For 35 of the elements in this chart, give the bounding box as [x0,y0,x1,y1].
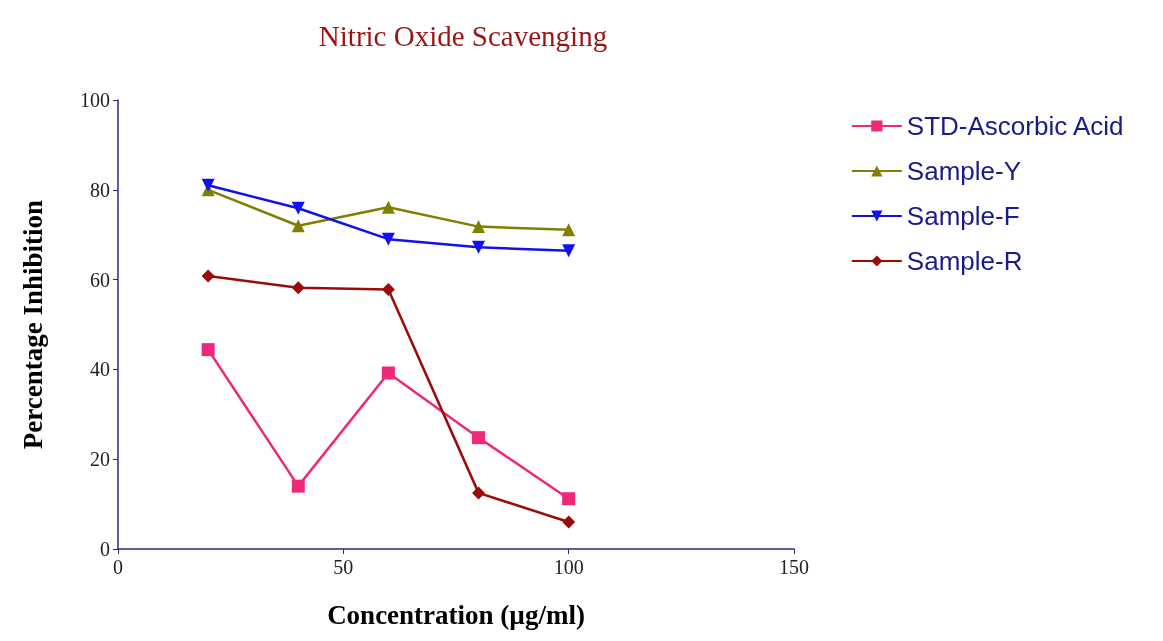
point [472,240,486,254]
legend-label: Sample-Y [906,156,1021,186]
legend-label: STD-Ascorbic Acid [906,111,1124,141]
x-tick-label: 50 [333,556,354,578]
legend-label: Sample-R [906,246,1023,276]
point [291,281,305,295]
point [291,479,305,493]
point [562,515,576,529]
point [472,486,486,500]
point [381,200,395,214]
y-tick-label: 80 [90,178,110,201]
y-tick-label: 100 [80,89,110,111]
x-tick-label: 150 [779,556,809,578]
point [381,232,395,246]
point [291,201,305,215]
y-tick-label: 0 [100,538,110,560]
point [562,223,576,237]
x-axis-title: Concentration (µg/ml) [327,599,585,630]
y-tick-label: 40 [90,358,110,381]
point [472,431,486,445]
y-axis-title: Percentage Inhibition [17,199,48,450]
y-tick-label: 20 [90,448,110,471]
point [201,343,215,357]
legend-label: Sample-F [906,201,1020,231]
point [381,366,395,380]
point [562,492,576,506]
chart-title: Nitric Oxide Scavenging [318,19,608,52]
point [201,269,215,283]
point [201,178,215,192]
point [291,219,305,233]
y-tick-label: 60 [90,268,110,291]
x-tick-label: 100 [553,556,584,578]
point [472,220,486,234]
point [562,244,576,258]
point [381,282,395,296]
